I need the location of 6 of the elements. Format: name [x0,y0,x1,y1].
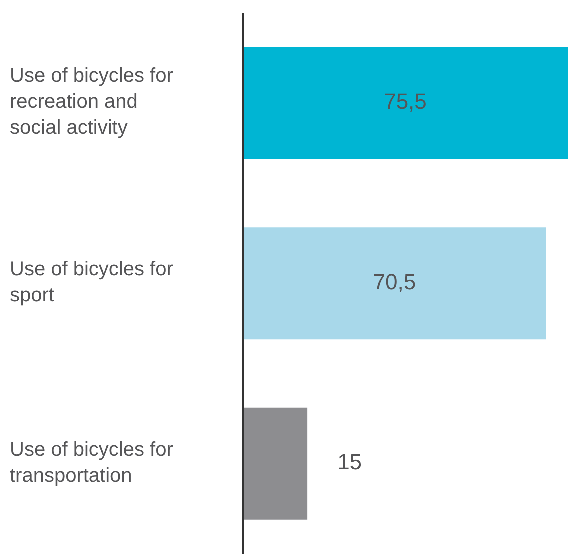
data-label: 70,5 [373,269,416,294]
y-tick-label: Use of bicycles for sport [10,258,174,307]
data-label: 75,5 [384,89,427,114]
y-tick-label: Use of bicycles for transportation [10,439,174,488]
y-tick-label: Use of bicycles for recreation and social activity [10,65,174,140]
data-label: 15 [338,450,362,475]
